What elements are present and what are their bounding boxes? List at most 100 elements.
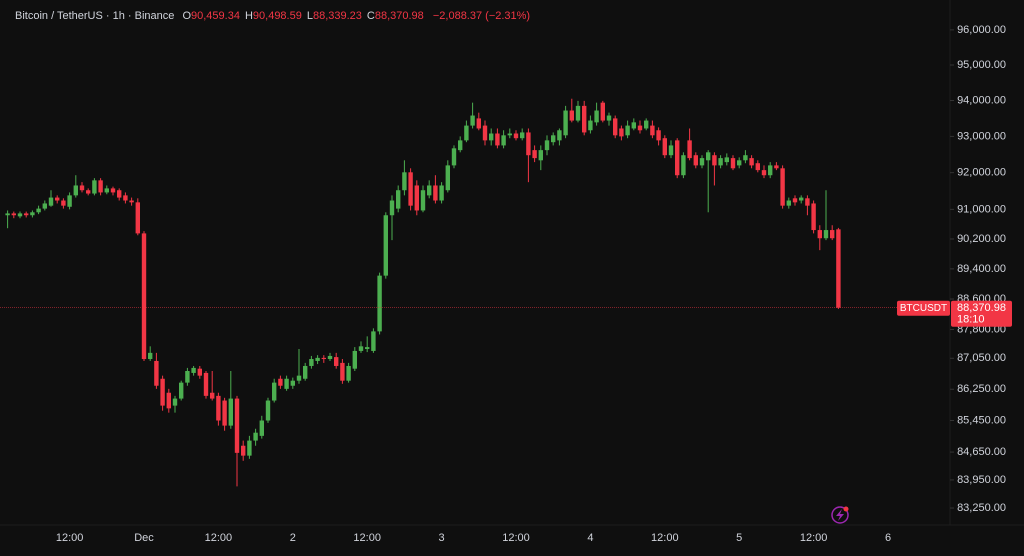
candle-body (389, 200, 395, 216)
icon-circle[interactable] (831, 506, 849, 524)
candle-body (135, 202, 140, 234)
candle-body (761, 170, 767, 176)
candle-body (799, 197, 804, 201)
candle-body (805, 198, 810, 206)
candle-body (482, 125, 488, 141)
candle-body (737, 160, 742, 166)
candle-body (600, 102, 605, 121)
icon-bolt[interactable] (836, 509, 844, 521)
x-tick-label: 3 (439, 532, 445, 544)
candle-body (675, 140, 680, 176)
candle-body (408, 172, 413, 206)
ohlc-key: L (306, 10, 313, 22)
icon-dot[interactable] (843, 506, 849, 512)
candle-body (321, 357, 326, 360)
candle-body (259, 420, 264, 436)
candle-body (420, 190, 426, 211)
candle-body (569, 110, 574, 121)
candle-body (166, 392, 171, 409)
x-tick-label: 12:00 (502, 532, 530, 544)
x-tick-label: 5 (736, 532, 742, 544)
candle-body (551, 135, 556, 143)
candle-body (24, 213, 29, 216)
candle-body (129, 200, 134, 203)
candle-body (699, 158, 705, 166)
candle-body (730, 158, 736, 169)
candle-body (265, 400, 271, 421)
y-tick-label: 94,000.00 (957, 94, 1006, 106)
y-tick-label: 95,000.00 (957, 59, 1006, 71)
x-tick-label: 2 (290, 532, 296, 544)
candle-body (402, 172, 407, 191)
candle-body (247, 440, 252, 456)
y-tick-label: 83,950.00 (957, 474, 1006, 486)
ohlc-key: C (366, 10, 375, 22)
candle-body (110, 188, 116, 193)
x-tick-label: 12:00 (353, 532, 381, 544)
candle-body (241, 445, 246, 456)
y-tick-label: 90,200.00 (957, 233, 1006, 245)
candle-body (73, 185, 78, 196)
candle-body (718, 158, 723, 166)
candle-body (774, 165, 779, 169)
candle-body (340, 362, 345, 381)
candle-body (55, 197, 60, 201)
candle-body (538, 150, 543, 161)
candle-body (470, 115, 475, 126)
candle-body (334, 357, 339, 366)
candle-body (86, 190, 91, 194)
candle-body (5, 213, 10, 216)
y-tick-label: 84,650.00 (957, 446, 1006, 458)
candle-body (489, 133, 494, 141)
flash-icon[interactable] (831, 506, 849, 524)
candle-body (582, 105, 587, 133)
candle-body (544, 140, 550, 151)
candle-body (619, 128, 624, 137)
candle-body (154, 360, 159, 386)
candle-body (284, 378, 289, 389)
candle-body (48, 197, 54, 206)
x-tick-label: 12:00 (651, 532, 679, 544)
candle-body (439, 185, 444, 201)
candle-body (92, 180, 97, 194)
x-tick-label: 4 (587, 532, 593, 544)
candle-body (104, 188, 109, 193)
ohlc-value: 90,498.59 (252, 10, 302, 22)
ohlc-value: 88,370.98 (374, 10, 424, 22)
candle-body (495, 133, 500, 146)
y-tick-label: 85,450.00 (957, 414, 1006, 426)
candle-body (148, 352, 153, 360)
legend-header: Bitcoin / TetherUS · 1h · Binance O90,45… (15, 10, 530, 22)
candle-body (203, 372, 209, 396)
candle-body (365, 347, 370, 350)
candle-body (631, 122, 636, 129)
candle-body (526, 132, 531, 156)
candle-body (327, 355, 333, 360)
candle-body (36, 208, 41, 213)
candle-body (476, 118, 481, 129)
symbol-title: Bitcoin / TetherUS · 1h · Binance (15, 10, 175, 22)
candle-body (272, 382, 277, 401)
x-tick-label: 12:00 (56, 532, 84, 544)
candle-body (414, 185, 419, 211)
price-tag-bg (951, 300, 1012, 327)
candle-body (823, 230, 829, 239)
x-tick-label: 6 (885, 532, 891, 544)
candle-body (98, 180, 103, 193)
candle-body (458, 140, 463, 151)
candle-body (141, 233, 147, 360)
candle-body (79, 185, 85, 191)
candle-body (681, 155, 686, 176)
candle-body (606, 115, 612, 121)
candle-body (234, 398, 240, 453)
candle-body (588, 120, 593, 131)
candle-body (197, 368, 202, 376)
candle-body (172, 398, 178, 406)
symbol-tag-bg (897, 300, 950, 316)
candle-body (371, 331, 376, 351)
candle-body (780, 168, 785, 206)
candle-body (228, 398, 233, 426)
candle-body (532, 150, 537, 159)
candle-body (352, 350, 357, 369)
